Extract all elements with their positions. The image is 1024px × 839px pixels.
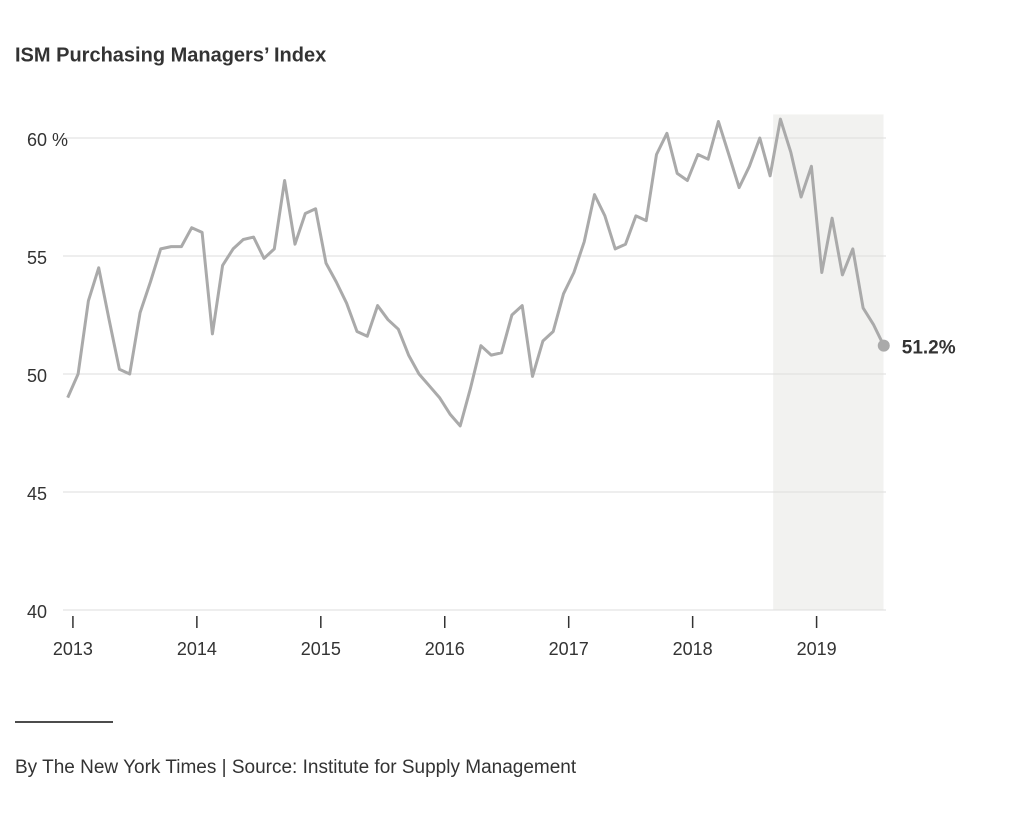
- y-tick-label: 60 %: [27, 130, 68, 150]
- y-tick-label: 50: [27, 366, 47, 386]
- y-tick-label: 55: [27, 248, 47, 268]
- value-label: 51.2%: [902, 338, 956, 359]
- x-tick-label: 2014: [177, 639, 217, 659]
- x-tick-label: 2018: [673, 639, 713, 659]
- x-tick-label: 2016: [425, 639, 465, 659]
- x-tick-label: 2015: [301, 639, 341, 659]
- y-tick-label: 40: [27, 602, 47, 622]
- end-dot: [877, 339, 890, 352]
- highlight-band: [773, 114, 884, 611]
- source: By The New York Times | Source: Institut…: [15, 757, 577, 778]
- x-tick-label: 2013: [53, 639, 93, 659]
- line: [66, 117, 886, 428]
- x-tick-label: 2019: [797, 639, 837, 659]
- y-tick-label: 45: [27, 484, 47, 504]
- chart-title: ISM Purchasing Managers’ Index: [15, 44, 326, 66]
- x-tick-label: 2017: [549, 639, 589, 659]
